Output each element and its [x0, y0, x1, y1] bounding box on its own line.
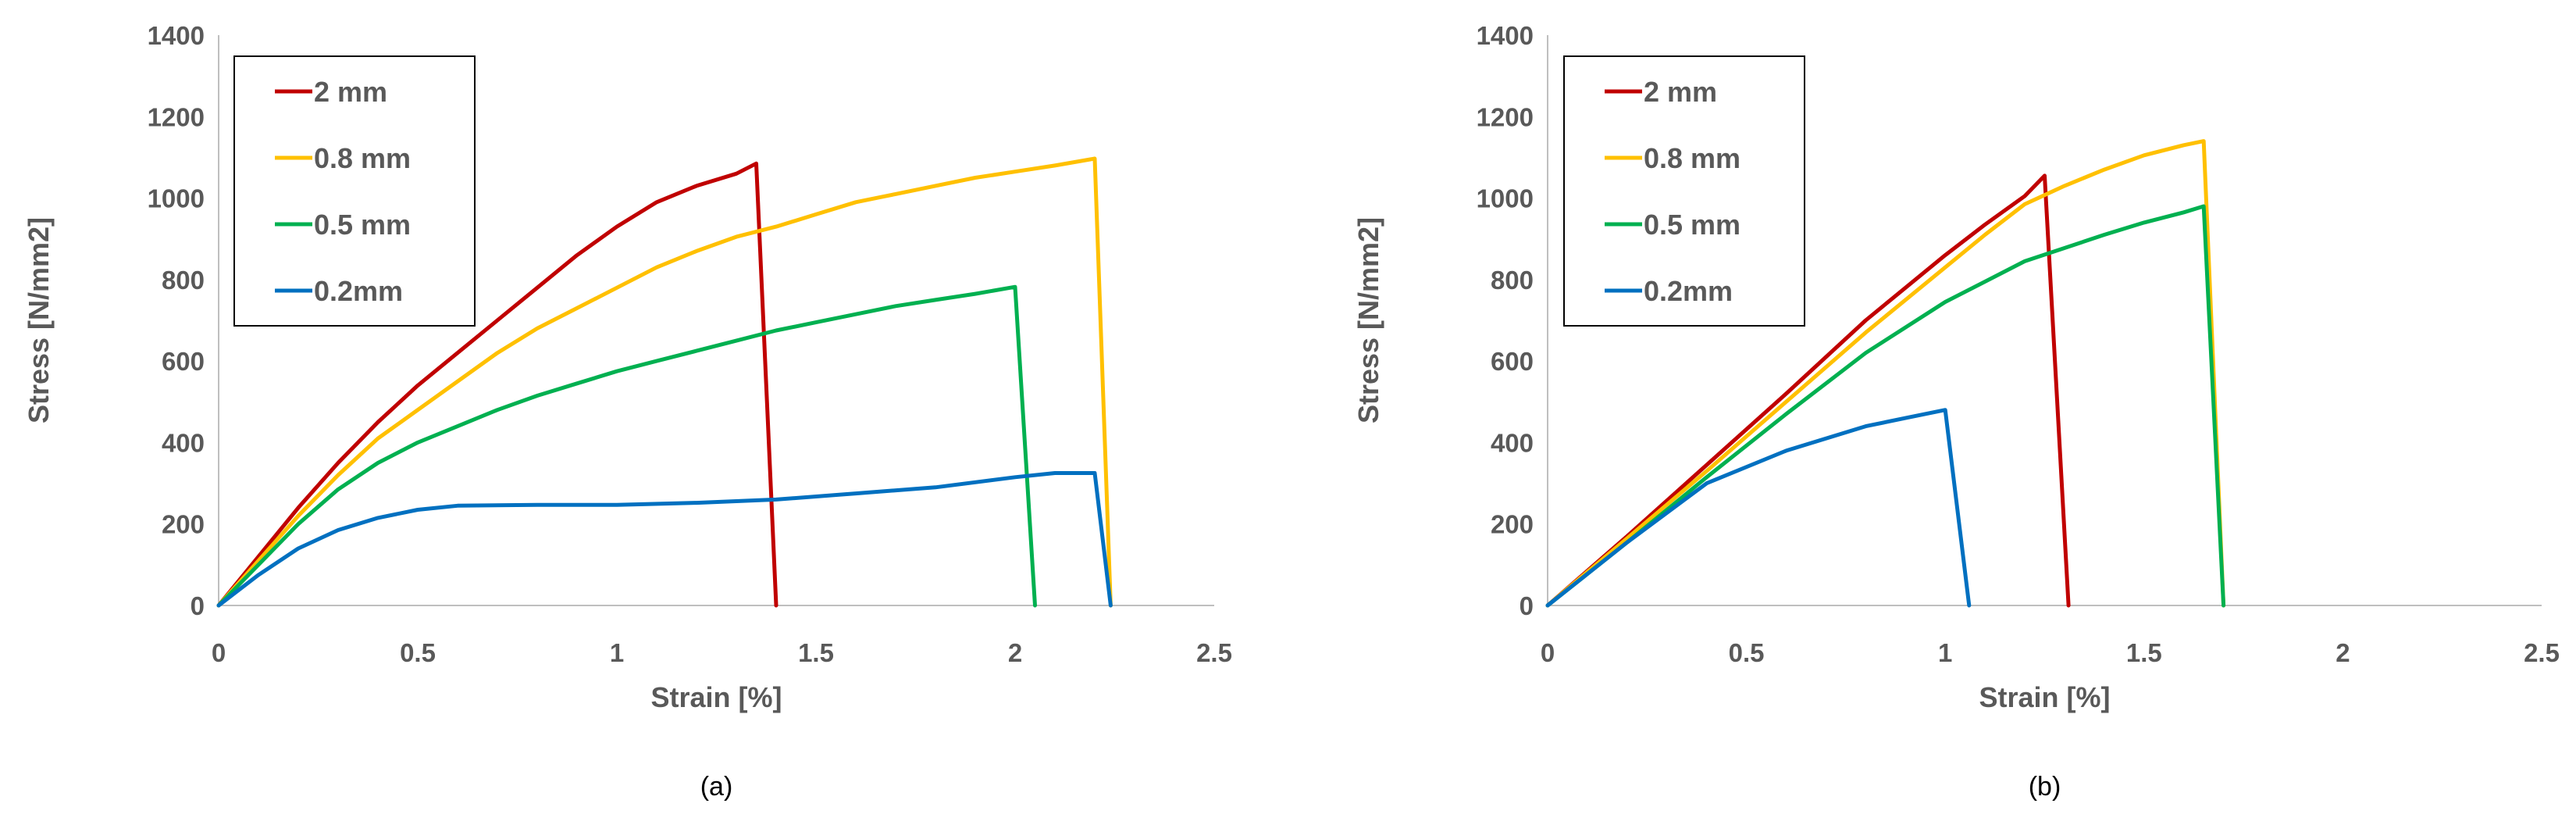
- legend: 2 mm 0.8 mm 0.5 mm 0.2mm: [1563, 55, 1805, 327]
- x-tick-label: 0: [1541, 638, 1555, 667]
- y-tick-label: 400: [162, 428, 205, 457]
- legend-label: 2 mm: [1644, 76, 1717, 108]
- chart-panel-a: 0 200 400 600 800 1000 1200 1400 0 0.5 1 1.5 2 2.5 Str…: [23, 21, 1232, 802]
- y-tick-label: 0: [1520, 591, 1534, 620]
- y-tick-label: 1000: [1477, 184, 1534, 213]
- legend-label: 2 mm: [314, 76, 387, 108]
- x-tick-label: 0: [212, 638, 226, 667]
- x-tick-label: 1.5: [2126, 638, 2162, 667]
- y-tick-label: 800: [1491, 266, 1534, 295]
- y-tick-label: 1400: [1477, 21, 1534, 50]
- x-axis-title: Strain [%]: [650, 681, 782, 713]
- y-tick-label: 600: [162, 347, 205, 376]
- series-line-0p2mm: [216, 471, 1113, 608]
- y-tick-label: 1200: [1477, 102, 1534, 131]
- series-line-0p5mm: [1545, 204, 2226, 608]
- legend-label: 0.2mm: [314, 275, 403, 307]
- series-line-0p8mm: [1545, 139, 2226, 608]
- y-tick-label: 1200: [148, 102, 205, 131]
- panel-label: (b): [2029, 772, 2061, 802]
- series-line-0p2mm: [1545, 408, 1972, 608]
- legend-label: 0.8 mm: [1644, 142, 1740, 174]
- x-tick-label: 1.5: [798, 638, 834, 667]
- y-tick-label: 600: [1491, 347, 1534, 376]
- x-tick-label: 1: [1938, 638, 1952, 667]
- y-axis-title: Stress [N/mm2]: [23, 217, 55, 423]
- y-tick-label: 0: [191, 591, 205, 620]
- series-line-0p8mm: [216, 156, 1113, 608]
- y-tick-label: 400: [1491, 428, 1534, 457]
- y-tick-label: 1400: [148, 21, 205, 50]
- x-tick-label: 0.5: [1729, 638, 1765, 667]
- series-line-2mm: [216, 161, 779, 608]
- x-tick-label: 2.5: [2524, 638, 2560, 667]
- series-line-2mm: [1545, 173, 2071, 608]
- y-tick-label: 200: [162, 510, 205, 539]
- legend: 2 mm 0.8 mm 0.5 mm 0.2mm: [233, 55, 476, 327]
- y-axis-title: Stress [N/mm2]: [1352, 217, 1384, 423]
- legend-label: 0.8 mm: [314, 142, 411, 174]
- legend-label: 0.2mm: [1644, 275, 1733, 307]
- y-tick-label: 800: [162, 266, 205, 295]
- x-tick-label: 0.5: [400, 638, 436, 667]
- chart-panel-b: 0 200 400 600 800 1000 1200 1400 0 0.5 1 1.5 2 2.5 Str…: [1352, 21, 2560, 802]
- legend-label: 0.5 mm: [314, 209, 411, 241]
- x-axis-title: Strain [%]: [1979, 681, 2110, 713]
- x-tick-label: 2.5: [1196, 638, 1232, 667]
- series-line-0p5mm: [216, 284, 1037, 608]
- x-tick-label: 1: [610, 638, 624, 667]
- legend-box: [233, 55, 476, 327]
- x-tick-label: 2: [1008, 638, 1022, 667]
- legend-label: 0.5 mm: [1644, 209, 1740, 241]
- y-tick-label: 1000: [148, 184, 205, 213]
- x-tick-label: 2: [2336, 638, 2350, 667]
- panel-label: (a): [700, 772, 733, 802]
- y-tick-label: 200: [1491, 510, 1534, 539]
- legend-box: [1563, 55, 1805, 327]
